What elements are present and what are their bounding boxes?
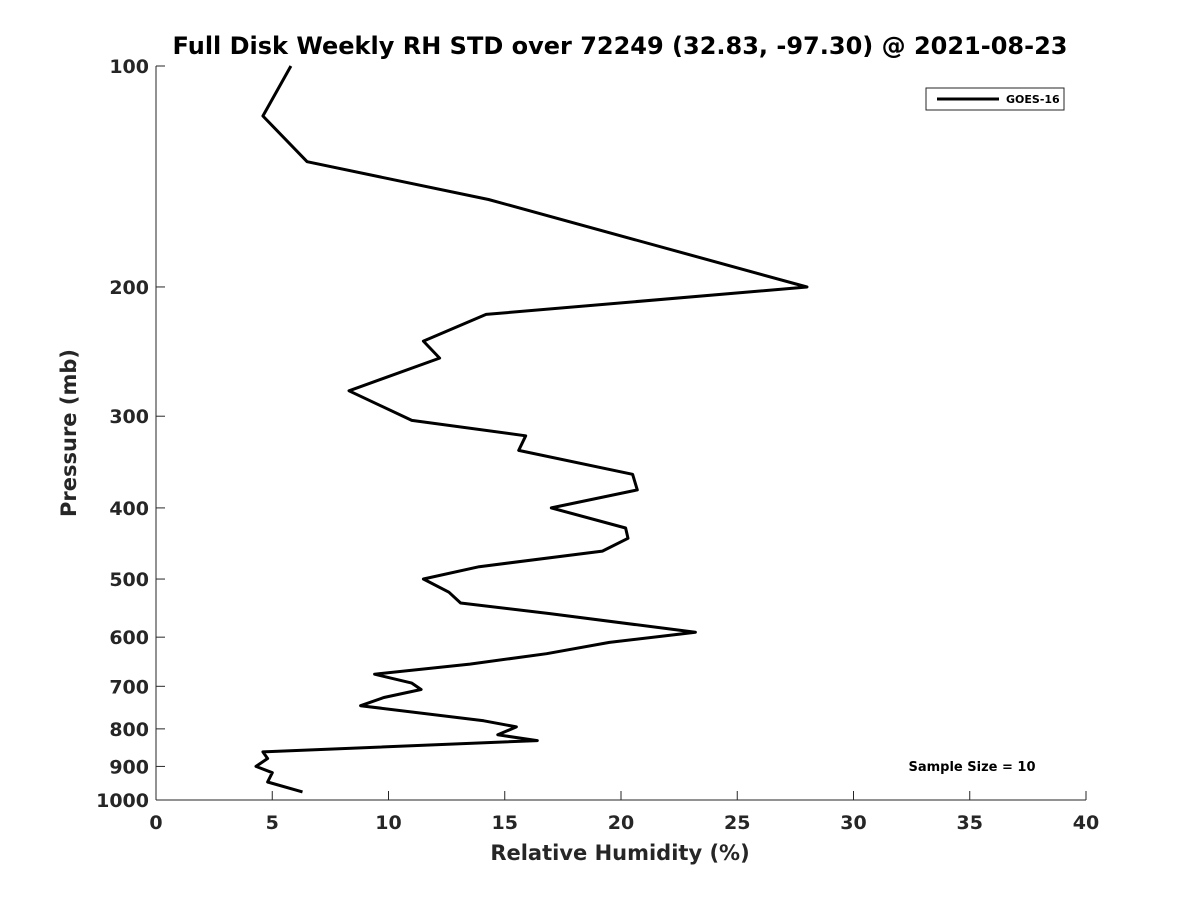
x-tick-label: 25: [724, 812, 750, 834]
series-group: [254, 65, 809, 794]
x-tick-label: 30: [840, 812, 866, 834]
x-tick-label: 10: [375, 812, 401, 834]
sample-size-annotation: Sample Size = 10: [908, 760, 1035, 775]
y-axis-label: Pressure (mb): [57, 349, 81, 517]
y-tick-label: 1000: [96, 790, 149, 812]
x-tick-label: 0: [149, 812, 162, 834]
y-tick-label: 200: [109, 277, 149, 299]
chart-title: Full Disk Weekly RH STD over 72249 (32.8…: [173, 32, 1068, 60]
legend: GOES-16: [925, 87, 1065, 111]
x-tick-label: 40: [1073, 812, 1099, 834]
x-tick-label: 5: [266, 812, 279, 834]
axes-group: [155, 66, 1086, 801]
y-tick-label: 700: [109, 676, 149, 698]
y-tick-label: 600: [109, 627, 149, 649]
x-tick-label: 35: [957, 812, 983, 834]
y-tick-label: 900: [109, 756, 149, 778]
y-tick-label: 400: [109, 498, 149, 520]
x-tick-label: 20: [608, 812, 634, 834]
y-tick-label: 800: [109, 719, 149, 741]
y-tick-label: 300: [109, 406, 149, 428]
series-line-goes-16: [254, 65, 809, 794]
legend-label-goes-16: GOES-16: [1006, 93, 1060, 106]
x-tick-label: 15: [492, 812, 518, 834]
ticks-group: 0 5 10 15 20 25 30 35 40 100 200 300 400 500 600 700 800…: [96, 56, 1099, 834]
y-tick-label: 500: [109, 569, 149, 591]
x-axis-label: Relative Humidity (%): [490, 841, 749, 865]
y-tick-label: 100: [109, 56, 149, 78]
